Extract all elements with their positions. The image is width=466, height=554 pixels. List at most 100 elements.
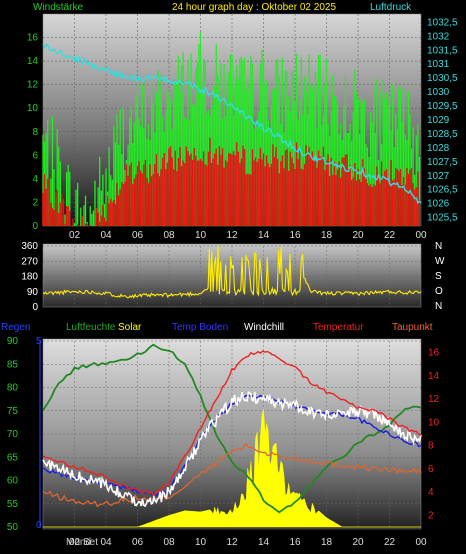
wind-tick-label: 10 xyxy=(27,103,39,114)
pressure-tick-label: 1026,5 xyxy=(427,185,458,196)
wind-tick-label: 4 xyxy=(32,174,38,185)
pressure-tick-label: 1030,5 xyxy=(427,73,458,84)
taupunkt-line xyxy=(42,442,422,508)
legend-regen: Regen xyxy=(1,322,30,333)
weather-time-tick-label: 14 xyxy=(258,537,270,548)
weather-time-tick-label: 02 xyxy=(69,537,81,548)
wind-tick-label: 16 xyxy=(27,33,39,44)
pressure-tick-label: 1029,5 xyxy=(427,101,458,112)
legend-windchill: Windchill xyxy=(244,322,284,333)
humidity-tick-label: 85 xyxy=(7,359,19,370)
pressure-tick-label: 1031 xyxy=(427,59,450,70)
humidity-tick-label: 55 xyxy=(7,499,19,510)
compass-label: N xyxy=(435,301,442,312)
time-tick-label: 10 xyxy=(195,230,207,241)
time-tick-label: 00 xyxy=(415,230,427,241)
compass-label: S xyxy=(435,271,442,282)
time-tick-label: 02 xyxy=(69,230,81,241)
time-tick-label: 08 xyxy=(163,230,175,241)
legend-luftfeuchte: Luftfeuchte xyxy=(66,322,116,333)
legend-temperatur: Temperatur xyxy=(313,322,364,333)
windchill-line xyxy=(42,391,422,508)
temperature-tick-label: 4 xyxy=(428,487,434,498)
compass-label: W xyxy=(435,256,445,267)
compass-label: N xyxy=(435,241,442,252)
pressure-tick-label: 1027,5 xyxy=(427,157,458,168)
humidity-tick-label: 90 xyxy=(7,336,19,347)
pressure-axis-title: Luftdruck xyxy=(370,2,412,13)
time-tick-label: 12 xyxy=(226,230,238,241)
weather-time-tick-label: 00 xyxy=(415,537,427,548)
pressure-tick-label: 1028 xyxy=(427,143,450,154)
pressure-line xyxy=(42,43,422,205)
legend-temp-boden: Temp Boden xyxy=(172,322,228,333)
temperature-tick-label: 2 xyxy=(428,510,434,521)
pressure-tick-label: 1026 xyxy=(427,199,450,210)
moonset-label: Set xyxy=(83,537,98,548)
chart-title: 24 hour graph day : Oktober 02 2025 xyxy=(172,2,336,13)
pressure-tick-label: 1027 xyxy=(427,171,450,182)
time-tick-label: 20 xyxy=(352,230,364,241)
temperature-y-axis-labels: 2 4 6 8 10 12 14 16 xyxy=(428,348,440,522)
humidity-line xyxy=(42,343,422,514)
temperature-tick-label: 12 xyxy=(428,394,440,405)
time-tick-label: 06 xyxy=(132,230,144,241)
compass-label: O xyxy=(435,286,443,297)
direction-tick-label: 180 xyxy=(21,272,38,283)
wind-tick-label: 6 xyxy=(32,150,38,161)
direction-tick-label: 360 xyxy=(21,241,38,252)
temperature-tick-label: 16 xyxy=(428,348,440,359)
pressure-tick-label: 1030 xyxy=(427,87,450,98)
legend-solar: Solar xyxy=(118,322,142,333)
direction-tick-label: 0 xyxy=(32,302,38,313)
direction-tick-label: 90 xyxy=(27,287,39,298)
time-tick-label: 18 xyxy=(321,230,333,241)
wind-tick-label: 8 xyxy=(32,127,38,138)
time-x-axis-labels: 02 04 06 08 10 12 14 16 18 20 22 00 xyxy=(69,230,427,241)
temperature-tick-label: 14 xyxy=(428,371,440,382)
weather-time-tick-label: 16 xyxy=(289,537,301,548)
rain-axis-mark: 5 xyxy=(36,336,42,347)
pressure-tick-label: 1031,5 xyxy=(427,45,458,56)
weather-time-tick-label: 06 xyxy=(132,537,144,548)
wind-y-axis-labels: 0 2 4 6 8 10 12 14 16 xyxy=(27,33,39,232)
humidity-tick-label: 50 xyxy=(7,522,19,533)
direction-panel-grid xyxy=(43,245,422,308)
temperatur-line xyxy=(42,350,422,496)
time-tick-label: 14 xyxy=(258,230,270,241)
pressure-tick-label: 1025,5 xyxy=(427,213,458,224)
weather-x-axis-labels: 02 04 06 08 10 12 14 16 18 20 22 00 xyxy=(69,537,427,548)
moon-label: Mond xyxy=(66,537,91,548)
wind-axis-title: Windstärke xyxy=(33,2,83,13)
weather-time-tick-label: 08 xyxy=(163,537,175,548)
weather-time-tick-label: 10 xyxy=(195,537,207,548)
weather-time-tick-label: 18 xyxy=(321,537,333,548)
time-tick-label: 16 xyxy=(289,230,301,241)
wind-direction-line xyxy=(42,246,422,300)
direction-y-axis-labels: 360 270 180 90 0 xyxy=(21,241,38,313)
pressure-tick-label: 1032 xyxy=(427,31,450,42)
wind-speed-series xyxy=(42,31,421,226)
wind-tick-label: 14 xyxy=(27,56,39,67)
time-tick-label: 04 xyxy=(100,230,112,241)
temperature-tick-label: 10 xyxy=(428,417,440,428)
weather-time-tick-label: 22 xyxy=(384,537,396,548)
pressure-y-axis-labels: 1025,5 1026 1026,5 1027 1027,5 1028 1028,5 1029… xyxy=(427,17,458,223)
pressure-tick-label: 1032,5 xyxy=(427,17,458,28)
pressure-tick-label: 1029 xyxy=(427,115,450,126)
wind-tick-label: 0 xyxy=(32,221,38,232)
humidity-tick-label: 70 xyxy=(7,429,19,440)
weather-time-tick-label: 12 xyxy=(226,537,238,548)
weather-time-tick-label: 20 xyxy=(352,537,364,548)
pressure-tick-label: 1028,5 xyxy=(427,129,458,140)
humidity-tick-label: 75 xyxy=(7,406,19,417)
wind-tick-label: 2 xyxy=(32,197,38,208)
time-tick-label: 22 xyxy=(384,230,396,241)
direction-tick-label: 270 xyxy=(21,256,38,267)
wind-tick-label: 12 xyxy=(27,80,39,91)
temperature-tick-label: 8 xyxy=(428,441,434,452)
weather-time-tick-label: 04 xyxy=(100,537,112,548)
rain-axis-zero: 0 xyxy=(36,520,42,531)
